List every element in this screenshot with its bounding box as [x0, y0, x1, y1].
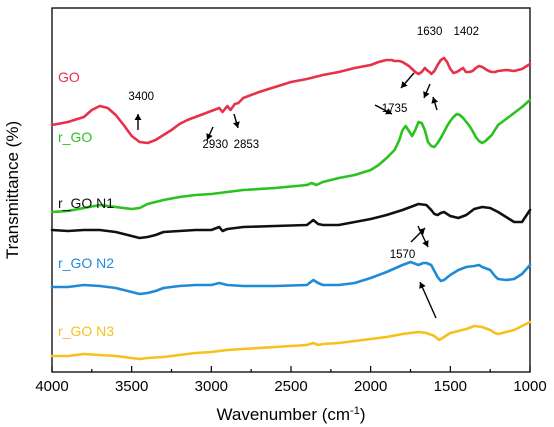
x-axis-title-end: ) — [360, 405, 366, 424]
y-axis-title: Transmittance (%) — [3, 121, 22, 259]
x-tick-label: 3000 — [195, 378, 228, 395]
annotation-arrowhead-7 — [422, 240, 429, 247]
annotation-arrowhead-8 — [418, 228, 425, 235]
series-line-1 — [50, 98, 532, 214]
series-labels: GO r_GO r_GO N1 r_GO N2 r_GO N3 — [58, 69, 114, 339]
x-axis-title: Wavenumber (cm-1) — [217, 405, 366, 424]
x-tick-label: 3500 — [115, 378, 148, 395]
series-line-0 — [50, 56, 532, 145]
annotation-arrowhead-2 — [232, 121, 240, 128]
series-line-3 — [50, 260, 532, 296]
annotation-arrowhead-3 — [385, 108, 392, 115]
x-tick-label: 4000 — [35, 378, 68, 395]
x-tick-label: 2000 — [354, 378, 387, 395]
x-tick-label: 2500 — [274, 378, 307, 395]
annotation-arrowhead-9 — [419, 282, 426, 289]
x-axis-title-superscript: -1 — [350, 405, 360, 417]
annotation-arrowhead-5 — [423, 91, 430, 98]
annotation-2853: 2853 — [234, 139, 260, 151]
annotation-arrowhead-1 — [206, 133, 213, 140]
annotation-arrows — [134, 72, 439, 319]
annotation-arrow-9 — [419, 281, 437, 319]
series-label-0: GO — [58, 69, 80, 85]
annotation-arrowhead-0 — [134, 114, 142, 120]
x-tick-label: 1500 — [434, 378, 467, 395]
x-tick-label: 1000 — [513, 378, 546, 395]
annotation-1735: 1735 — [382, 103, 408, 115]
plot-frame — [51, 7, 531, 373]
x-axis-title-main: Wavenumber (cm — [217, 405, 351, 424]
plot-border — [51, 7, 531, 373]
series-label-3: r_GO N2 — [58, 255, 114, 271]
annotation-1630: 1630 — [417, 26, 443, 38]
series-label-1: r_GO — [58, 129, 92, 145]
annotation-arrowhead-4 — [401, 81, 408, 88]
annotation-2930: 2930 — [203, 139, 229, 151]
series-curves — [50, 56, 532, 361]
series-line-2 — [50, 202, 532, 240]
annotation-3400: 3400 — [128, 91, 154, 103]
series-line-4 — [50, 320, 532, 361]
annotation-1570: 1570 — [390, 249, 416, 261]
series-label-2: r_GO N1 — [58, 195, 114, 211]
annotation-arrowhead-6 — [431, 97, 439, 104]
x-axis: 4000 3500 3000 2500 2000 1500 1000 — [35, 366, 547, 395]
annotation-1402: 1402 — [453, 26, 479, 38]
series-label-4: r_GO N3 — [58, 323, 114, 339]
